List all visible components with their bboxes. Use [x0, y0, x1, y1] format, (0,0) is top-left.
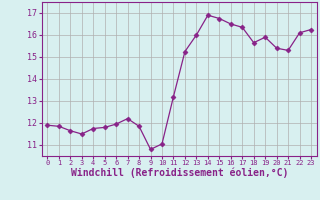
X-axis label: Windchill (Refroidissement éolien,°C): Windchill (Refroidissement éolien,°C)	[70, 168, 288, 178]
